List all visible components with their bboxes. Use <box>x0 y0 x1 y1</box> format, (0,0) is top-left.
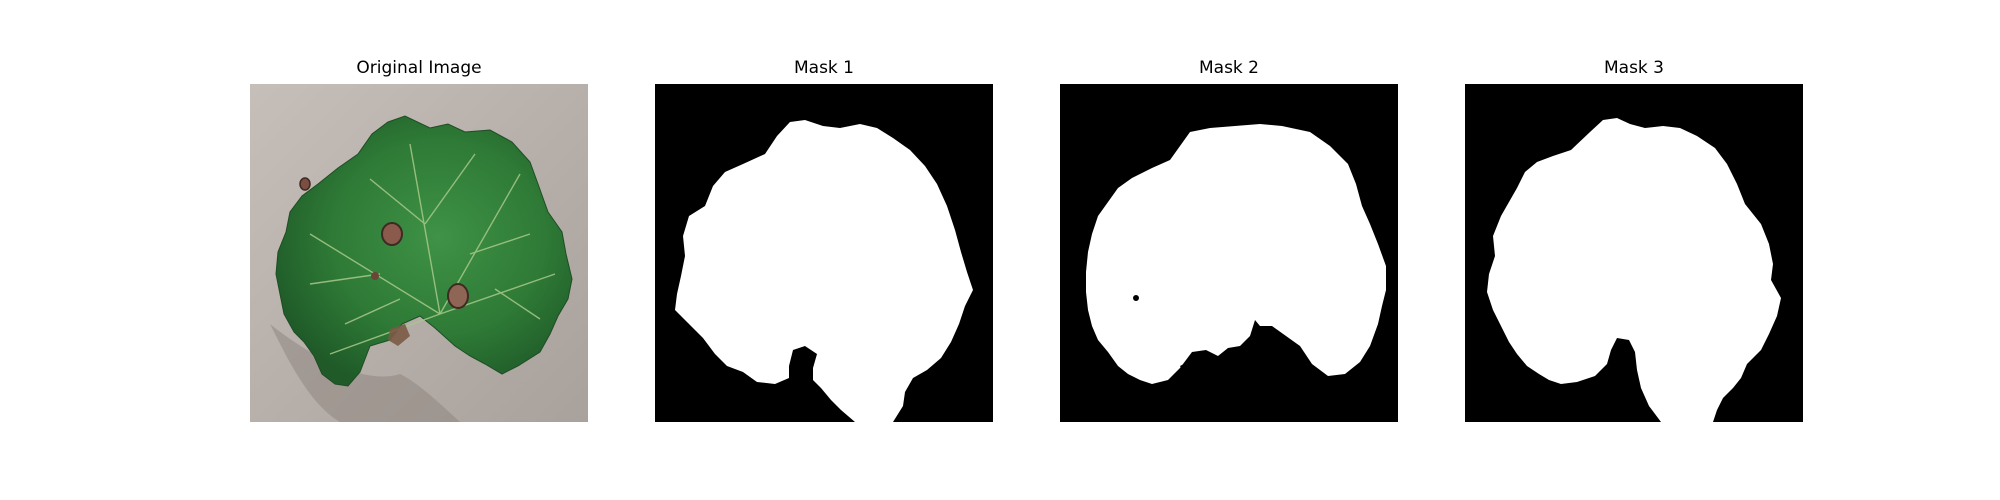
original-leaf-image <box>250 84 588 422</box>
original-image-panel: Original Image <box>250 56 588 424</box>
mask-3-image <box>1465 84 1803 422</box>
mask-1-image <box>655 84 993 422</box>
mask-1-title: Mask 1 <box>793 58 854 78</box>
mask-2-panel: Mask 2 <box>1060 56 1398 424</box>
mask-3-panel: Mask 3 <box>1465 56 1803 424</box>
mask-2-title: Mask 2 <box>1198 58 1259 78</box>
mask-3-title: Mask 3 <box>1603 58 1664 78</box>
mask-1-panel: Mask 1 <box>655 56 993 424</box>
original-image-title: Original Image <box>356 58 482 78</box>
mask-2-image <box>1060 84 1398 422</box>
